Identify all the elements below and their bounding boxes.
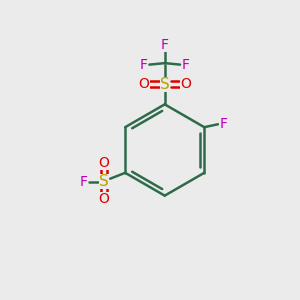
Text: S: S (99, 174, 109, 189)
Text: F: F (182, 58, 190, 72)
Text: O: O (139, 77, 149, 91)
Text: O: O (180, 77, 191, 91)
Text: O: O (99, 192, 110, 206)
Text: O: O (99, 155, 110, 170)
Text: F: F (219, 117, 227, 131)
Text: F: F (140, 58, 148, 72)
Text: F: F (161, 38, 169, 52)
Text: S: S (160, 77, 169, 92)
Text: F: F (80, 175, 88, 189)
